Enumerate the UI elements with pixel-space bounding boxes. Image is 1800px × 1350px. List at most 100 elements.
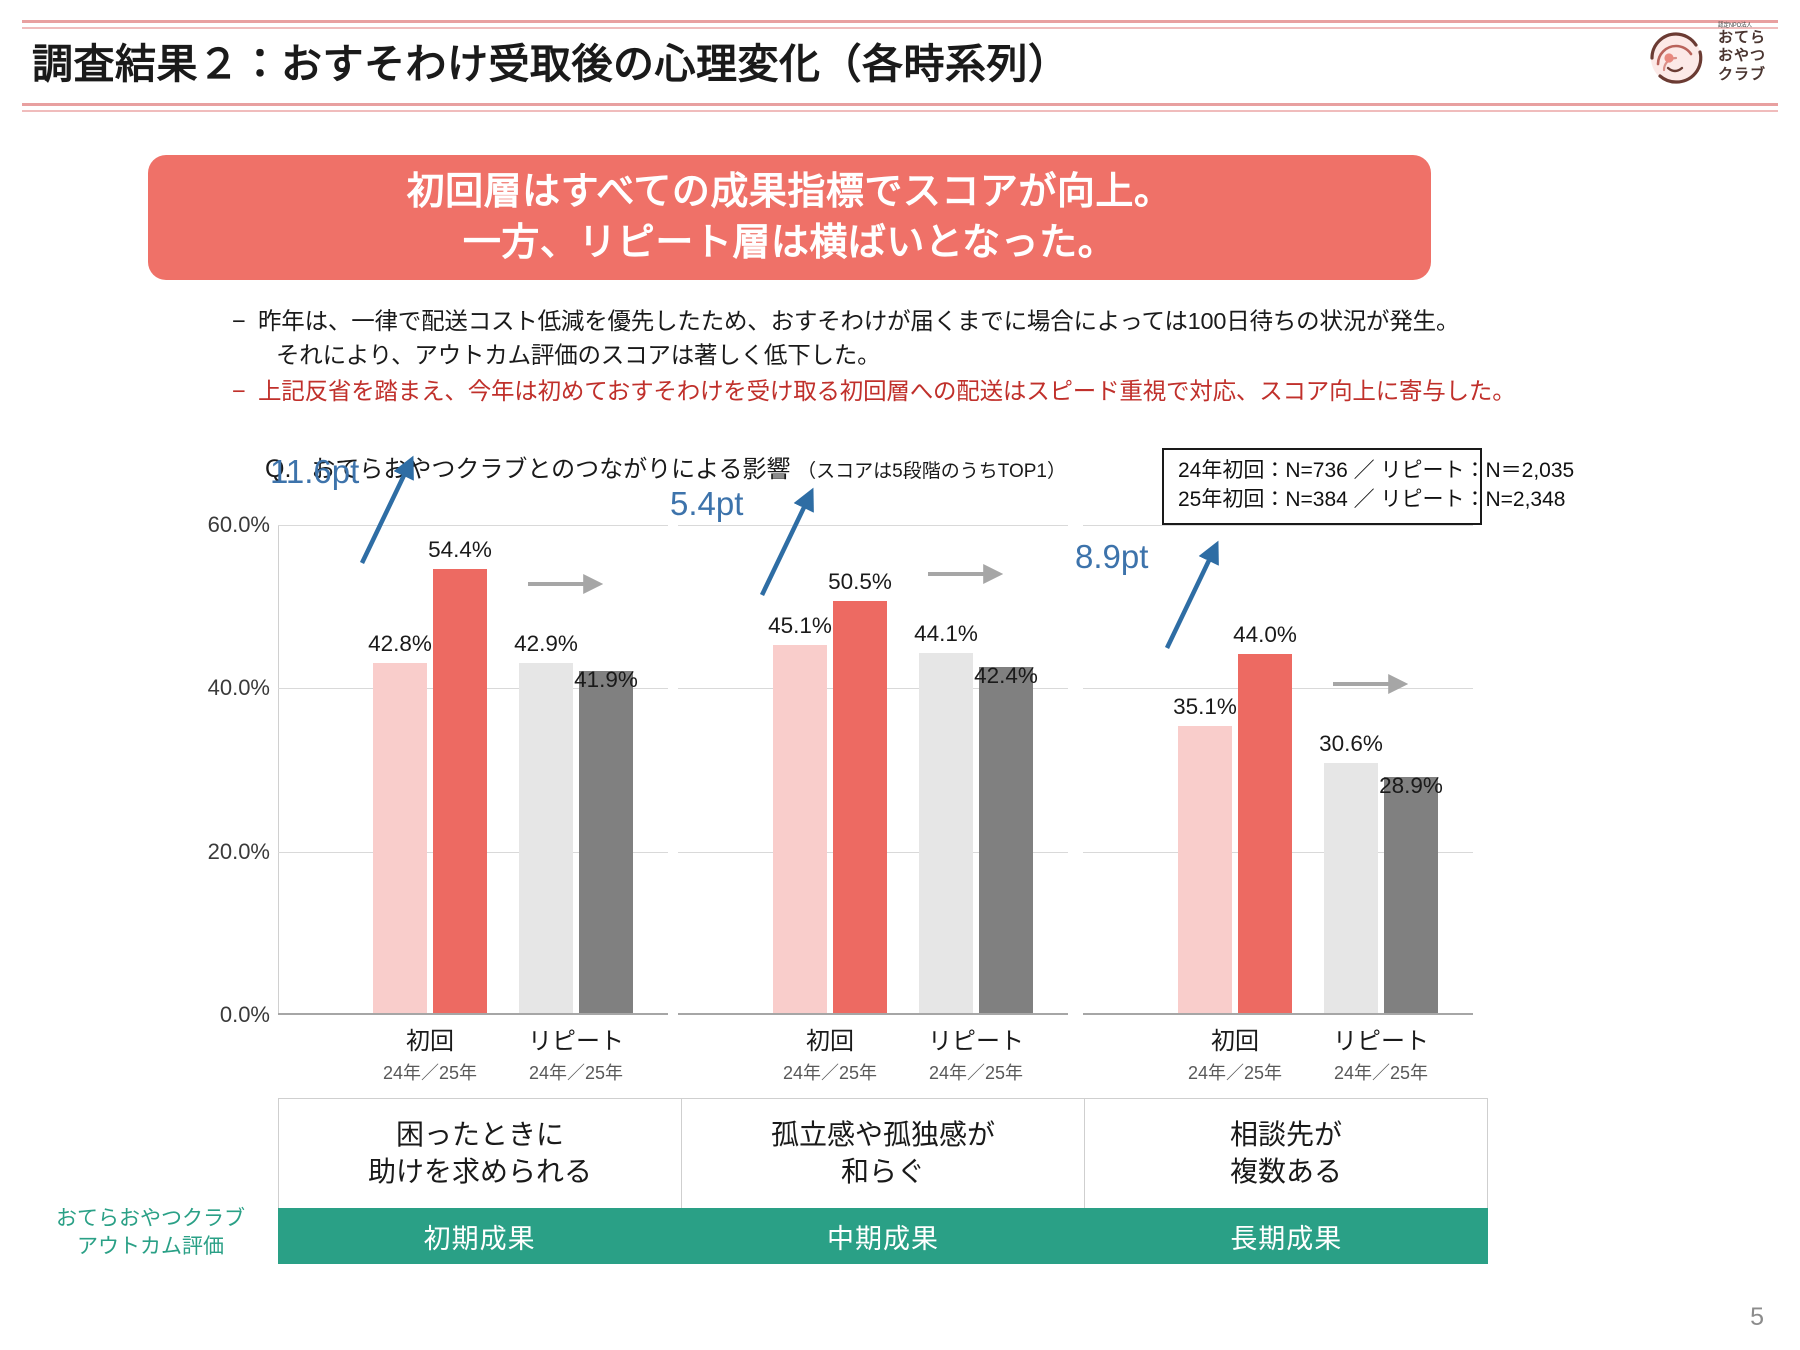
outcome-line-1: 孤立感や孤独感が <box>770 1119 995 1151</box>
bar-初回-24年[interactable] <box>773 644 827 1013</box>
category-label: 初回 <box>1210 1028 1259 1055</box>
category-label: リピート <box>928 1028 1024 1055</box>
chart-panel-1: 42.8% 54.4% 42.9% 41.9% 11.6pt 初回 24年／25年 リピート 2… <box>270 453 669 1083</box>
bar-リピート-24年[interactable] <box>519 662 573 1013</box>
category-sublabel: 24年／25年 <box>782 1063 878 1083</box>
bar-value-label: 42.9% <box>514 630 578 656</box>
bar-初回-24年[interactable] <box>373 663 427 1013</box>
category-初回: 初回 24年／25年 <box>1188 1021 1282 1085</box>
page-title: 調査結果２：おすそわけ受取後の心理変化（各時系列） <box>32 41 1070 87</box>
axis-baseline <box>1083 1013 1473 1015</box>
bullet-text-1-cont: それにより、アウトカム評価のスコアは著しく低下した。 <box>276 341 881 368</box>
bar-value-label: 50.5% <box>828 568 892 594</box>
bar-リピート-25年[interactable] <box>579 670 633 1013</box>
category-sublabel: 24年／25年 <box>528 1063 624 1083</box>
gridline <box>678 525 1068 526</box>
bar-リピート-24年[interactable] <box>1324 763 1378 1013</box>
bar-value-label: 45.1% <box>768 612 832 638</box>
category-リピート: リピート 24年／25年 <box>528 1021 624 1085</box>
bar-value-label: 30.6% <box>1319 731 1383 757</box>
plot-region: 45.1% 50.5% 44.1% 42.4% 5.4pt <box>670 485 1068 1015</box>
delta-label: 11.6pt <box>270 452 360 490</box>
bullet-list: − 昨年は、一律で配送コスト低減を優先したため、おすそわけが届くまでに場合によっ… <box>232 305 1558 409</box>
up-arrow-icon <box>756 483 822 606</box>
x-axis-categories: 初回 24年／25年 リピート 24年／25年 <box>678 1021 1068 1091</box>
chart-panel-2: 45.1% 50.5% 44.1% 42.4% 5.4pt 初回 24年／25年 リピート 24… <box>670 485 1068 1083</box>
banner-line-1: 初回層はすべての成果指標でスコアが向上。 <box>406 171 1173 214</box>
delta-label: 8.9pt <box>1075 537 1149 575</box>
category-リピート: リピート 24年／25年 <box>1333 1021 1429 1085</box>
category-初回: 初回 24年／25年 <box>383 1021 477 1085</box>
bar-value-label: 42.4% <box>974 662 1038 688</box>
up-arrow-icon <box>356 451 422 574</box>
banner-line-2: 一方、リピート層は横ばいとなった。 <box>462 221 1117 264</box>
category-sublabel: 24年／25年 <box>1187 1063 1283 1083</box>
plot-region: 42.8% 54.4% 42.9% 41.9% 11.6pt <box>270 453 669 1015</box>
bar-value-label: 54.4% <box>428 536 492 562</box>
bar-リピート-25年[interactable] <box>1384 776 1438 1013</box>
phase-label-1: 初期成果 <box>423 1223 536 1254</box>
plot-region: 35.1% 44.0% 30.6% 28.9% 8.9pt <box>1075 525 1473 1015</box>
y-tick-label: 60.0% <box>207 512 270 537</box>
bar-リピート-24年[interactable] <box>919 652 973 1013</box>
bar-value-label: 35.1% <box>1173 694 1237 720</box>
axis-baseline <box>678 1013 1068 1015</box>
bar-value-label: 28.9% <box>1379 772 1443 798</box>
bar-初回-25年[interactable] <box>1238 653 1292 1013</box>
category-label: リピート <box>528 1028 624 1055</box>
y-axis: 0.0% 20.0% 40.0% 60.0% <box>182 512 270 1027</box>
logo-line-1: おてら <box>1718 29 1767 46</box>
plot-frame <box>278 525 669 1015</box>
bullet-text-1: 昨年は、一律で配送コスト低減を優先したため、おすそわけが届くまでに場合によっては… <box>258 308 1460 334</box>
category-sublabel: 24年／25年 <box>928 1063 1024 1083</box>
outcome-text: 困ったときに 助けを求められる <box>368 1117 592 1191</box>
bullet-dash-icon-2: − <box>232 377 246 404</box>
x-axis-categories: 初回 24年／25年 リピート 24年／25年 <box>278 1021 668 1091</box>
outcome-cell-1: 困ったときに 助けを求められる <box>278 1099 682 1209</box>
sample-size-line-2: 25年初回：N=384 ／ リピート：N=2,348 <box>1178 487 1566 511</box>
bar-初回-25年[interactable] <box>833 600 887 1013</box>
flat-arrow-icon <box>526 573 612 600</box>
gridline <box>1083 525 1473 526</box>
bar-初回-25年[interactable] <box>433 568 487 1013</box>
outcome-text: 孤立感や孤独感が 和らぐ <box>771 1117 995 1191</box>
logo-org-text: 認定NPO法人 <box>1718 23 1753 29</box>
logo-face-icon <box>1638 18 1716 96</box>
chart-panel-3: 35.1% 44.0% 30.6% 28.9% 8.9pt 初回 24年／25年 リピート 24… <box>1075 525 1473 1083</box>
flat-arrow-icon <box>926 563 1012 590</box>
up-arrow-icon <box>1161 536 1227 659</box>
footer-label-line-2: アウトカム評価 <box>77 1235 224 1259</box>
outcome-line-1: 困ったときに <box>395 1119 564 1151</box>
phase-label-2: 中期成果 <box>826 1223 939 1254</box>
delta-label: 5.4pt <box>670 484 744 522</box>
page-number: 5 <box>1750 1303 1764 1331</box>
header-rule-bottom-thin <box>22 110 1778 112</box>
slide-header: 調査結果２：おすそわけ受取後の心理変化（各時系列） 認定NPO法人 おてら おや… <box>0 0 1800 112</box>
gridline <box>278 525 668 526</box>
category-リピート: リピート 24年／25年 <box>928 1021 1024 1085</box>
outcome-line-2: 助けを求められる <box>367 1156 592 1187</box>
outcome-line-1: 相談先が <box>1229 1119 1342 1151</box>
bar-初回-24年[interactable] <box>1178 726 1232 1013</box>
brand-logo: 認定NPO法人 おてら おやつ クラブ <box>1636 12 1788 104</box>
category-label: リピート <box>1333 1028 1429 1055</box>
logo-line-2: おやつ <box>1718 47 1767 65</box>
category-初回: 初回 24年／25年 <box>783 1021 877 1085</box>
outcome-cell-2: 孤立感や孤独感が 和らぐ <box>682 1099 1085 1209</box>
bar-リピート-25年[interactable] <box>979 666 1033 1013</box>
question-text: おてらおやつクラブとのつながりによる影響 <box>311 456 791 483</box>
bar-value-label: 42.8% <box>368 631 432 657</box>
y-tick-label: 40.0% <box>207 675 270 701</box>
bar-value-label: 44.1% <box>914 620 978 646</box>
category-label: 初回 <box>405 1028 454 1055</box>
header-rule-bottom <box>22 103 1778 106</box>
y-tick-label: 0.0% <box>219 1002 270 1027</box>
axis-baseline <box>278 1013 668 1015</box>
header-rule-top <box>22 20 1778 23</box>
footer-label-line-1: おてらおやつクラブ <box>56 1207 245 1230</box>
logo-line-3: クラブ <box>1718 65 1767 83</box>
bullet-item-2: − 上記反省を踏まえ、今年は初めておすそわけを受け取る初回層への配送はスピード重… <box>232 375 1558 409</box>
outcome-line-2: 和らぐ <box>840 1156 925 1187</box>
question-line: Q. おてらおやつクラブとのつながりによる影響 （スコアは5段階のうちTOP1） <box>265 449 1066 484</box>
question-marker: Q. <box>265 455 292 483</box>
